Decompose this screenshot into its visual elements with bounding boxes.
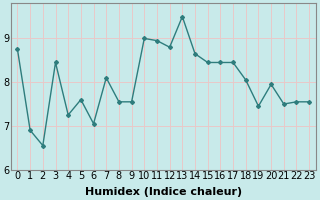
X-axis label: Humidex (Indice chaleur): Humidex (Indice chaleur) [85, 187, 242, 197]
